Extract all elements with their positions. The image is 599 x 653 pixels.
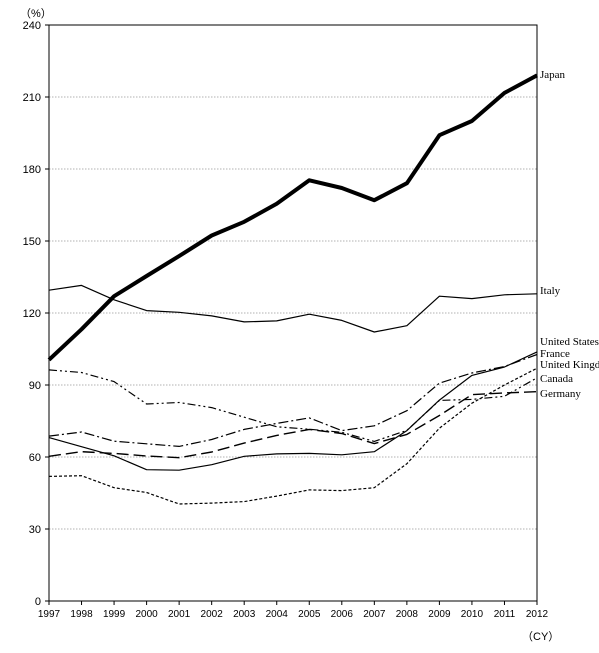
series-lines bbox=[47, 73, 538, 505]
y-tick-label: 60 bbox=[29, 452, 41, 464]
x-tick-label: 1998 bbox=[70, 609, 93, 620]
series-line-united-states bbox=[48, 353, 538, 447]
x-axis-ticks: 1997 1998 1999 2000 2001 2002 2003 2004 2005 2006… bbox=[38, 601, 549, 620]
series-line-france bbox=[48, 351, 538, 471]
y-tick-label: 180 bbox=[23, 164, 41, 176]
y-tick-label: 240 bbox=[23, 20, 41, 32]
x-tick-label: 2000 bbox=[135, 609, 158, 620]
series-line-japan bbox=[47, 73, 538, 362]
series-line-canada bbox=[48, 369, 538, 442]
grid-lines bbox=[49, 96, 537, 530]
series-label-japan: Japan bbox=[540, 69, 566, 81]
series-label-france: France bbox=[540, 348, 570, 360]
y-tick-label: 120 bbox=[23, 308, 41, 320]
x-tick-label: 2007 bbox=[363, 609, 386, 620]
x-axis-unit-label: （CY） bbox=[522, 630, 559, 643]
series-label-italy: Italy bbox=[540, 285, 561, 297]
series-label-united-states: United States bbox=[540, 336, 599, 348]
x-tick-label: 1997 bbox=[38, 609, 61, 620]
series-label-canada: Canada bbox=[540, 373, 573, 385]
x-tick-label: 2006 bbox=[331, 609, 354, 620]
x-tick-label: 2001 bbox=[168, 609, 191, 620]
y-axis-unit-label: （%） bbox=[20, 7, 52, 20]
series-label-germany: Germany bbox=[540, 388, 581, 400]
x-tick-label: 2009 bbox=[428, 609, 451, 620]
x-tick-label: 2005 bbox=[298, 609, 321, 620]
x-tick-label: 1999 bbox=[103, 609, 126, 620]
x-tick-label: 2003 bbox=[233, 609, 256, 620]
x-tick-label: 2010 bbox=[461, 609, 484, 620]
series-line-germany bbox=[48, 391, 538, 459]
x-tick-label: 2002 bbox=[201, 609, 224, 620]
y-tick-label: 90 bbox=[29, 380, 41, 392]
y-tick-label: 0 bbox=[35, 596, 41, 608]
series-line-italy bbox=[48, 284, 538, 333]
y-tick-label: 30 bbox=[29, 524, 41, 536]
y-tick-label: 150 bbox=[23, 236, 41, 248]
y-tick-label: 210 bbox=[23, 92, 41, 104]
x-tick-label: 2011 bbox=[494, 609, 516, 620]
series-label-united-kingdom: United Kingdom bbox=[540, 359, 599, 371]
series-line-united-kingdom bbox=[48, 367, 538, 505]
y-axis-ticks: 0 30 60 90 120 150 180 210 240 bbox=[23, 20, 49, 608]
x-tick-label: 2004 bbox=[266, 609, 289, 620]
x-tick-label: 2012 bbox=[526, 609, 549, 620]
x-tick-label: 2008 bbox=[396, 609, 419, 620]
